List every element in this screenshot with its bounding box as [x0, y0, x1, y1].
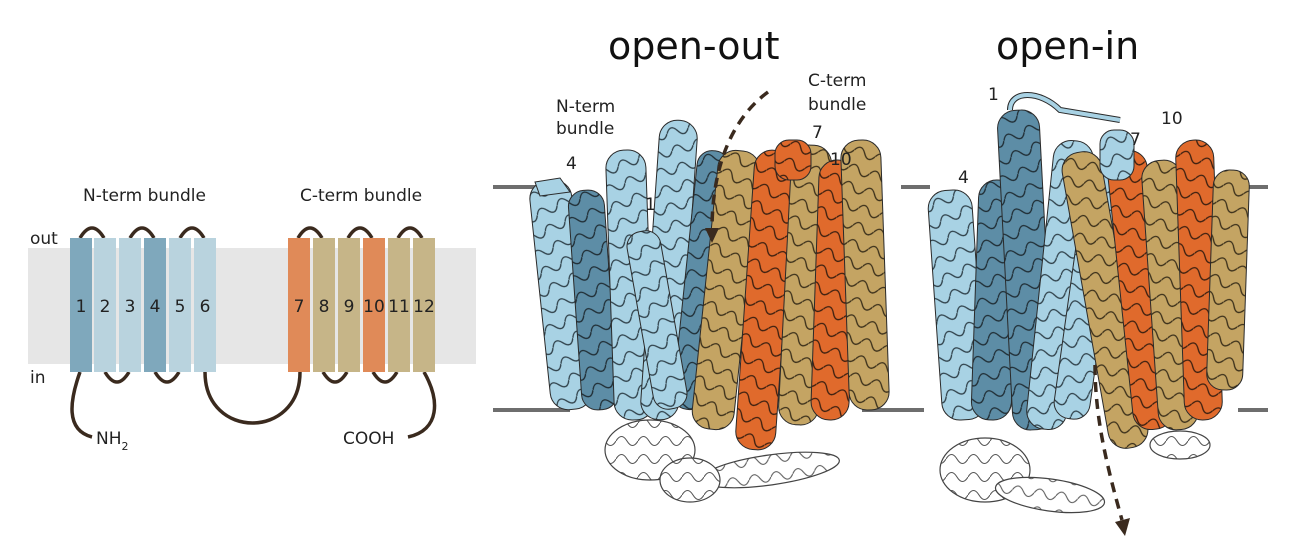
tm-helix-numbers: 1 2 3 4 5 6 7 8 9 10 11 12 [76, 297, 435, 317]
tm-helix-label: 11 [388, 297, 410, 317]
open-in-helix-4-label: 4 [958, 168, 969, 188]
tm-helix-1 [70, 238, 92, 372]
tm-helix-label: 4 [150, 297, 161, 317]
n-terminal-tail [70, 371, 93, 439]
tm-helix-12 [413, 238, 435, 372]
open-in-helix-1-label: 1 [988, 85, 999, 105]
n-term-bundle-label: N-term bundle [83, 186, 206, 206]
open-in-helix-7-label: 7 [1130, 130, 1141, 150]
open-out-helix-10-label: 10 [830, 150, 852, 170]
pathway-arrow-open-out [710, 90, 770, 231]
open-out-n-bundle-label-1: N-term [556, 97, 615, 117]
tm-helix-label: 3 [125, 297, 136, 317]
open-out-n-bundle-label-2: bundle [556, 119, 614, 139]
pathway-arrowhead-open-out [705, 228, 719, 243]
c-term-bundle-helices [1061, 129, 1250, 449]
open-out-helix-4-label: 4 [566, 154, 577, 174]
tm-helix-4 [144, 238, 166, 372]
tm-helix-9 [338, 238, 360, 372]
tm-helix-10 [363, 238, 385, 372]
open-in-title: open-in [996, 24, 1139, 68]
tm-helix-label: 7 [294, 297, 305, 317]
open-out-c-bundle-label-1: C-term [808, 71, 866, 91]
open-in-helix-10-label: 10 [1161, 109, 1183, 129]
cytoplasmic-domain [939, 430, 1211, 514]
tm-helix-3 [119, 238, 141, 372]
open-out-helix-7-label: 7 [812, 123, 823, 143]
c-terminus-label: COOH [343, 429, 394, 449]
tm-helix-label: 12 [413, 297, 435, 317]
n-terminus-label: NH2 [96, 429, 129, 453]
tm-helices [70, 238, 435, 372]
pathway-arrowhead-open-in [1115, 518, 1130, 536]
tm-helix-5 [169, 238, 191, 372]
in-label: in [30, 368, 46, 388]
tm-helix-label: 6 [200, 297, 211, 317]
tm-helix-7 [288, 238, 310, 372]
c-term-bundle-label: C-term bundle [300, 186, 422, 206]
extracellular-loops [78, 226, 424, 239]
open-out-structure: open-out [493, 24, 924, 503]
tm-helix-label: 5 [175, 297, 186, 317]
tm-helix-11 [388, 238, 410, 372]
out-label: out [30, 229, 58, 249]
intracellular-loops [70, 371, 437, 439]
open-in-structure: open-in [901, 24, 1268, 536]
tm-helix-label: 1 [76, 297, 87, 317]
tm-helix-label: 9 [344, 297, 355, 317]
cytoplasmic-domain [604, 419, 840, 503]
tm-helix-2 [94, 238, 116, 372]
tm-helix-8 [313, 238, 335, 372]
open-out-helix-1-label: 1 [645, 195, 656, 215]
tm-helix-label: 8 [319, 297, 330, 317]
open-out-c-bundle-label-2: bundle [808, 95, 866, 115]
tm-helix-label: 10 [363, 297, 385, 317]
topology-diagram: out in N-term bundle C-term bundle [28, 186, 476, 453]
open-out-title: open-out [608, 24, 779, 68]
tm-helix-6 [194, 238, 216, 372]
c-term-bundle-helices [691, 139, 890, 451]
pathway-arrow-open-in [1093, 364, 1124, 521]
tm-helix-label: 2 [100, 297, 111, 317]
c-terminal-tail [407, 371, 437, 439]
